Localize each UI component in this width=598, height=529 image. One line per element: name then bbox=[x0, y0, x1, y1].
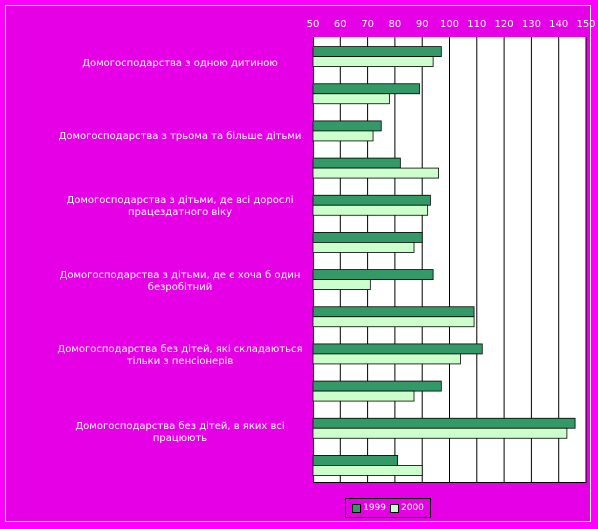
legend-label-1999: 1999 bbox=[363, 503, 386, 513]
category-label-1: Домогосподарства з одною дитиною bbox=[82, 58, 278, 69]
bar-1999-row-2 bbox=[312, 83, 420, 95]
x-tick-label: 100 bbox=[440, 19, 459, 30]
x-tick-label: 90 bbox=[416, 19, 429, 30]
bar-1999-row-12 bbox=[312, 455, 399, 466]
bar-2000-row-1 bbox=[312, 56, 434, 67]
x-tick-label: 60 bbox=[334, 19, 347, 30]
legend-item-2000: 2000 bbox=[390, 503, 424, 513]
category-label-2: Домогосподарства з трьома та більше діть… bbox=[58, 131, 302, 142]
bar-2000-row-6 bbox=[312, 242, 415, 253]
x-tick-label: 120 bbox=[495, 19, 514, 30]
bar-1999-row-10 bbox=[312, 380, 442, 392]
bar-2000-row-12 bbox=[312, 465, 423, 476]
x-tick-label: 130 bbox=[522, 19, 541, 30]
bar-1999-row-11 bbox=[312, 417, 576, 429]
bar-2000-row-8 bbox=[312, 316, 475, 328]
bar-1999-row-4 bbox=[312, 157, 401, 169]
bar-1999-row-8 bbox=[312, 306, 475, 318]
x-tick-label: 50 bbox=[307, 19, 320, 30]
bar-2000-row-2 bbox=[312, 93, 390, 105]
bar-2000-row-9 bbox=[312, 353, 461, 365]
x-tick-label: 150 bbox=[576, 19, 595, 30]
legend-swatch-1999 bbox=[352, 503, 362, 513]
x-tick-label: 70 bbox=[361, 19, 374, 30]
legend-label-2000: 2000 bbox=[401, 503, 424, 513]
bar-1999-row-3 bbox=[312, 120, 382, 132]
bar-2000-row-11 bbox=[312, 427, 568, 439]
bar-1999-row-7 bbox=[312, 269, 434, 280]
category-label-4: Домогосподарства з дітьми, де є хоча б о… bbox=[59, 270, 301, 293]
bar-2000-row-10 bbox=[312, 390, 415, 402]
x-tick-label: 140 bbox=[549, 19, 568, 30]
bar-1999-row-5 bbox=[312, 194, 431, 206]
legend-swatch-2000 bbox=[390, 503, 399, 513]
category-label-3: Домогосподарства з дітьми, де всі доросл… bbox=[66, 195, 294, 218]
x-axis: 50 60 70 80 90 100 110 120 130 140 150 bbox=[307, 19, 596, 30]
x-tick-label: 80 bbox=[389, 19, 402, 30]
x-tick-label: 110 bbox=[467, 19, 486, 30]
bar-1999-row-1 bbox=[312, 46, 442, 57]
legend: 1999 2000 bbox=[345, 498, 431, 518]
category-label-5: Домогосподарства без дітей, які складают… bbox=[57, 344, 303, 367]
bar-2000-row-7 bbox=[312, 279, 371, 290]
bar-1999-row-6 bbox=[312, 232, 423, 243]
bar-2000-row-4 bbox=[312, 167, 439, 179]
bar-2000-row-5 bbox=[312, 204, 429, 216]
bar-1999-row-9 bbox=[312, 343, 483, 355]
bar-2000-row-3 bbox=[312, 130, 374, 142]
legend-item-1999: 1999 bbox=[352, 503, 386, 513]
category-label-6: Домогосподарства без дітей, в яких всі п… bbox=[75, 421, 285, 444]
